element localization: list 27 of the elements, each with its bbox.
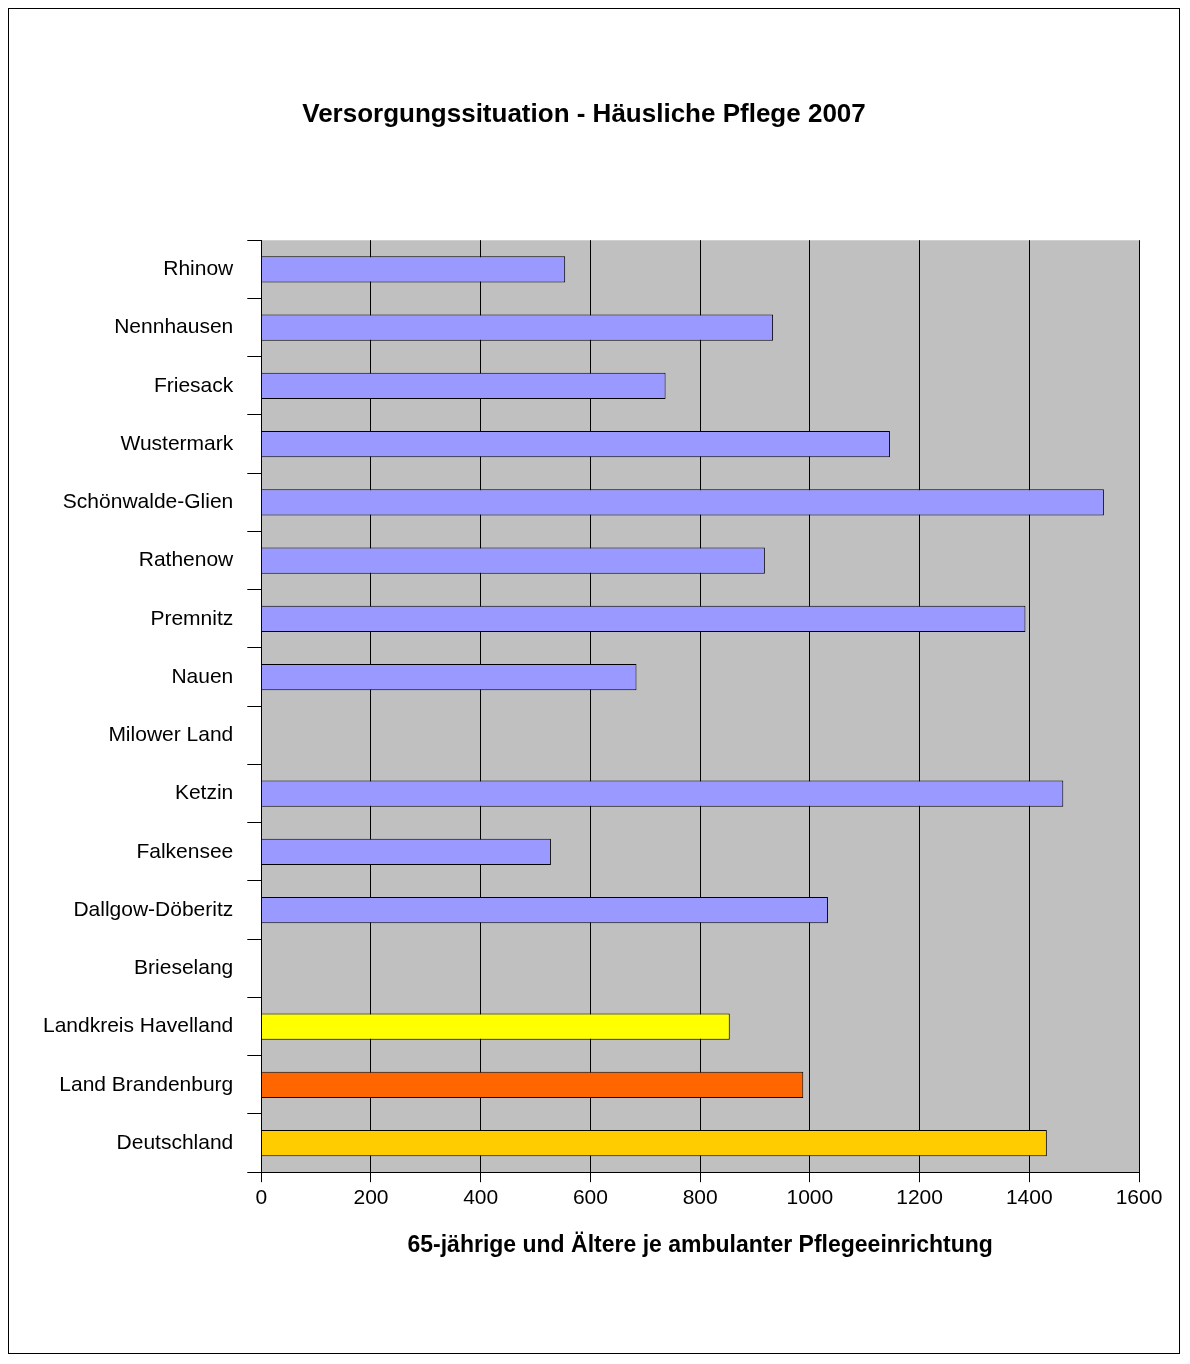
x-tick-label: 600 [572, 1184, 608, 1208]
y-tick-label: Falkensee [136, 838, 234, 862]
x-tick-label: 1000 [786, 1184, 834, 1208]
y-tick-label: Rhinow [163, 256, 235, 280]
y-tick-label: Brieselang [134, 955, 234, 979]
y-tick-label: Dallgow-Döberitz [73, 896, 234, 920]
y-tick-label: Rathenow [138, 547, 235, 571]
y-tick-label: Nauen [171, 663, 234, 687]
y-tick-label: Land Brandenburg [59, 1071, 234, 1095]
x-tick-label: 800 [682, 1184, 718, 1208]
y-tick-label: Wustermark [120, 430, 234, 454]
y-tick-label: Schönwalde-Glien [62, 489, 234, 513]
y-tick-label: Nennhausen [114, 314, 234, 338]
chart-title: Versorgungssituation - Häusliche Pflege 2007 [302, 97, 866, 128]
x-tick-label: 400 [463, 1184, 499, 1208]
y-tick-label: Premnitz [150, 605, 234, 629]
y-tick-label: Ketzin [174, 780, 234, 804]
y-tick-label: Deutschland [116, 1129, 234, 1153]
y-tick-label: Landkreis Havelland [42, 1013, 234, 1037]
x-tick-label: 1400 [1005, 1184, 1053, 1208]
x-axis-title: 65-jährige und Ältere je ambulanter Pflegeeinrichtung [407, 1230, 993, 1257]
x-tick-label: 0 [255, 1184, 268, 1208]
x-tick-label: 1200 [896, 1184, 943, 1208]
x-tick-label: 200 [353, 1184, 389, 1208]
y-tick-label: Friesack [153, 372, 234, 396]
y-tick-label: Milower Land [108, 722, 234, 746]
x-tick-label: 1600 [1115, 1184, 1163, 1208]
